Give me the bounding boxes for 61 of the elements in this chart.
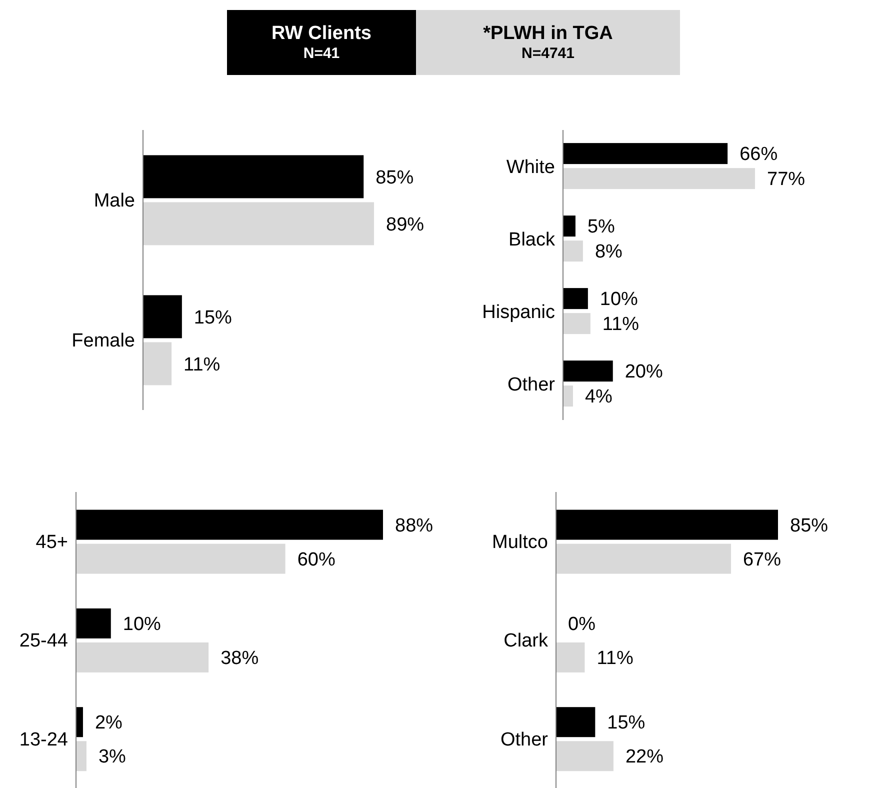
data-label: 67% — [742, 549, 782, 570]
bar — [556, 707, 596, 738]
bar — [563, 240, 583, 262]
bar — [76, 642, 209, 672]
y-tick-label: Clark — [504, 630, 548, 652]
data-label: 66% — [740, 144, 778, 166]
data-label: 3% — [98, 746, 126, 768]
data-label: 11% — [602, 314, 640, 336]
bar — [563, 313, 590, 334]
data-label: 11% — [184, 354, 220, 376]
y-tick-label: Multco — [492, 532, 548, 554]
data-label: 77% — [767, 169, 806, 190]
bar — [76, 707, 83, 738]
bar — [143, 155, 364, 198]
data-label: 88% — [395, 515, 434, 536]
text: RW Clients N=41 — [272, 22, 372, 62]
data-label: 85% — [790, 515, 828, 536]
bar — [563, 288, 588, 310]
bar — [563, 386, 573, 407]
data-label: 5% — [587, 216, 616, 238]
y-tick-label: White — [506, 156, 555, 178]
data-label: 0% — [568, 614, 596, 636]
data-label: 85% — [376, 167, 414, 188]
bar — [563, 168, 755, 190]
y-tick-label: Other — [507, 374, 556, 396]
data-label: 15% — [194, 307, 232, 328]
text: *PLWH in TGA N=4741 — [483, 22, 613, 62]
bar — [143, 342, 172, 386]
data-label: 11% — [596, 648, 634, 670]
data-label: 15% — [607, 712, 646, 734]
y-tick-label: 45+ — [36, 532, 68, 554]
data-label: 20% — [624, 362, 664, 383]
y-tick-label: Hispanic — [482, 302, 555, 323]
data-label: 10% — [122, 614, 162, 636]
data-label: 10% — [600, 289, 638, 310]
bar — [143, 295, 182, 338]
bar — [563, 143, 728, 164]
data-label: 2% — [94, 712, 123, 734]
data-label: 8% — [594, 242, 623, 263]
data-label: 4% — [584, 386, 613, 408]
bar — [556, 642, 585, 672]
bar — [556, 510, 778, 540]
bar — [556, 544, 731, 574]
bar — [76, 510, 383, 540]
bar — [563, 216, 576, 237]
y-tick-label: 13-24 — [19, 729, 68, 750]
y-tick-label: Black — [508, 229, 556, 250]
bar — [76, 741, 86, 772]
bar — [143, 202, 374, 246]
bar — [563, 360, 613, 382]
bar — [76, 544, 286, 574]
data-label: 38% — [220, 648, 259, 670]
bar — [556, 741, 614, 772]
y-tick-label: Male — [94, 190, 135, 212]
data-label: 89% — [386, 214, 424, 236]
bar — [76, 608, 111, 638]
data-label: 22% — [625, 746, 664, 768]
y-tick-label: Other — [500, 729, 549, 750]
data-label: 60% — [297, 549, 336, 570]
y-tick-label: 25-44 — [19, 630, 68, 652]
y-tick-label: Female — [72, 330, 135, 352]
